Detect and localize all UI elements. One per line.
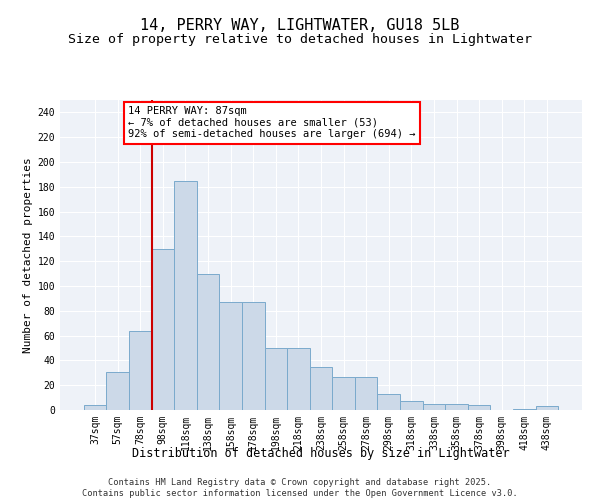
Bar (84, 405, 106, 410)
Bar (220, 302, 242, 410)
Y-axis label: Number of detached properties: Number of detached properties (23, 157, 34, 353)
Text: Contains HM Land Registry data © Crown copyright and database right 2025.
Contai: Contains HM Land Registry data © Crown c… (82, 478, 518, 498)
Bar (422, 404, 445, 410)
Bar (400, 402, 422, 410)
Text: 14, PERRY WAY, LIGHTWATER, GU18 5LB: 14, PERRY WAY, LIGHTWATER, GU18 5LB (140, 18, 460, 32)
Bar (536, 406, 558, 410)
Bar (468, 405, 490, 410)
Bar (513, 409, 536, 410)
Bar (174, 180, 197, 410)
Bar (106, 372, 129, 410)
Bar (445, 404, 468, 410)
Bar (287, 348, 310, 410)
Bar (129, 330, 152, 410)
Text: 14 PERRY WAY: 87sqm
← 7% of detached houses are smaller (53)
92% of semi-detache: 14 PERRY WAY: 87sqm ← 7% of detached hou… (128, 106, 415, 140)
Text: Size of property relative to detached houses in Lightwater: Size of property relative to detached ho… (68, 32, 532, 46)
Text: Distribution of detached houses by size in Lightwater: Distribution of detached houses by size … (132, 448, 510, 460)
Bar (310, 366, 332, 410)
Bar (265, 348, 287, 410)
Bar (197, 274, 220, 410)
Bar (332, 376, 355, 410)
Bar (377, 394, 400, 410)
Bar (242, 302, 265, 410)
Bar (355, 376, 377, 410)
Bar (152, 249, 174, 410)
